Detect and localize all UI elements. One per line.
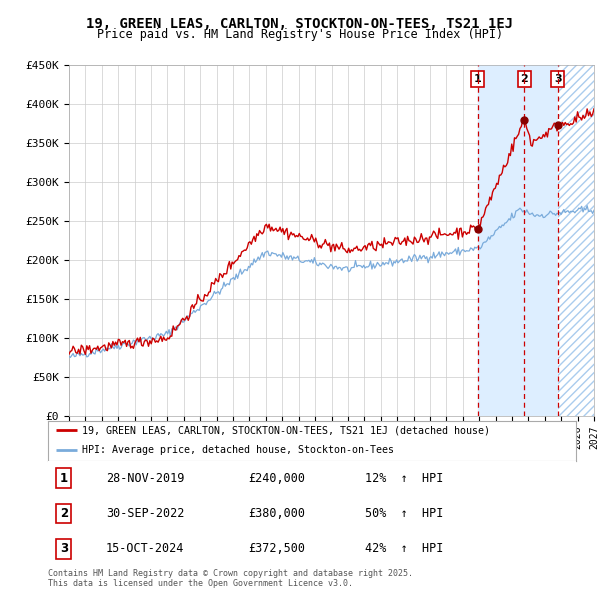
- Text: 12%  ↑  HPI: 12% ↑ HPI: [365, 471, 443, 485]
- Text: Contains HM Land Registry data © Crown copyright and database right 2025.
This d: Contains HM Land Registry data © Crown c…: [48, 569, 413, 588]
- Text: 3: 3: [60, 542, 68, 556]
- Text: 3: 3: [554, 74, 562, 84]
- Text: 2: 2: [60, 507, 68, 520]
- Text: 50%  ↑  HPI: 50% ↑ HPI: [365, 507, 443, 520]
- Text: HPI: Average price, detached house, Stockton-on-Tees: HPI: Average price, detached house, Stoc…: [82, 445, 394, 455]
- Text: 30-SEP-2022: 30-SEP-2022: [106, 507, 184, 520]
- Text: £240,000: £240,000: [248, 471, 305, 485]
- Text: 42%  ↑  HPI: 42% ↑ HPI: [365, 542, 443, 556]
- Text: 19, GREEN LEAS, CARLTON, STOCKTON-ON-TEES, TS21 1EJ (detached house): 19, GREEN LEAS, CARLTON, STOCKTON-ON-TEE…: [82, 425, 490, 435]
- Bar: [478, 65, 558, 416]
- Text: £372,500: £372,500: [248, 542, 305, 556]
- Bar: [558, 65, 594, 416]
- Text: 19, GREEN LEAS, CARLTON, STOCKTON-ON-TEES, TS21 1EJ: 19, GREEN LEAS, CARLTON, STOCKTON-ON-TEE…: [86, 17, 514, 31]
- Text: 28-NOV-2019: 28-NOV-2019: [106, 471, 184, 485]
- Text: Price paid vs. HM Land Registry's House Price Index (HPI): Price paid vs. HM Land Registry's House …: [97, 28, 503, 41]
- Bar: [558, 65, 594, 416]
- Text: £380,000: £380,000: [248, 507, 305, 520]
- Text: 1: 1: [474, 74, 482, 84]
- Text: 15-OCT-2024: 15-OCT-2024: [106, 542, 184, 556]
- Text: 1: 1: [60, 471, 68, 485]
- Text: 2: 2: [520, 74, 528, 84]
